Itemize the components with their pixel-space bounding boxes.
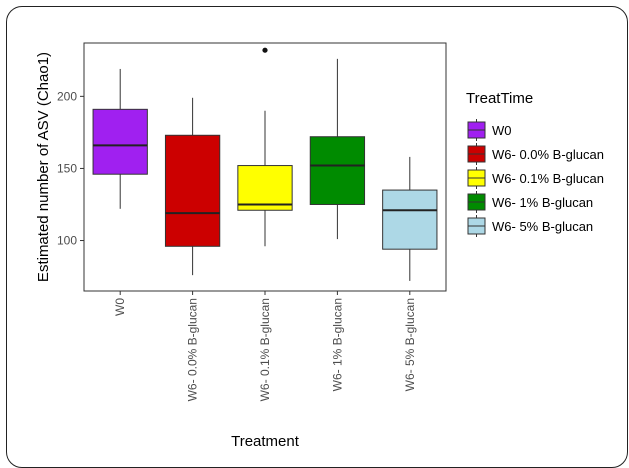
box-3 xyxy=(309,58,366,240)
x-tick-label: W6- 0.1% B-glucan xyxy=(258,298,272,401)
box-4 xyxy=(382,156,438,281)
y-axis-title: Estimated number of ASV (Chao1) xyxy=(35,52,52,282)
chart: 100 150 200 W0 W6- 0.0% B-glucan W6- 0.1% B-… xyxy=(35,42,604,448)
legend-item-2: W6- 0.1% B-glucan xyxy=(467,167,604,189)
outlier-point xyxy=(262,47,268,53)
x-tick-label: W0 xyxy=(113,298,127,316)
y-axis: 100 150 200 xyxy=(57,89,84,248)
legend-items: W0 W6- 0.0% B-glucan W6- 0.1% B-glucan W6- … xyxy=(467,119,604,237)
box-0 xyxy=(92,68,148,209)
legend-label: W6- 0.1% B-glucan xyxy=(492,171,604,186)
legend-label: W0 xyxy=(492,123,512,138)
box-rect xyxy=(237,165,293,211)
legend-item-4: W6- 5% B-glucan xyxy=(467,215,593,237)
legend-item-1: W6- 0.0% B-glucan xyxy=(467,143,604,165)
y-tick-label: 150 xyxy=(57,161,77,175)
x-tick-label: W6- 1% B-glucan xyxy=(330,298,344,391)
legend-label: W6- 1% B-glucan xyxy=(492,195,593,210)
boxes-layer xyxy=(92,47,438,281)
x-axis: W0 W6- 0.0% B-glucan W6- 0.1% B-glucan W6- … xyxy=(113,291,417,401)
box-rect xyxy=(164,134,221,247)
x-tick-label: W6- 0.0% B-glucan xyxy=(186,298,200,401)
legend-label: W6- 5% B-glucan xyxy=(492,219,593,234)
legend-item-3: W6- 1% B-glucan xyxy=(467,191,593,213)
x-axis-title: Treatment xyxy=(231,433,300,448)
box-rect xyxy=(309,136,366,205)
box-rect xyxy=(92,108,148,175)
legend: TreatTime W0 W6- 0.0% B-glucan W6- 0.1% B-… xyxy=(466,90,604,237)
box-1 xyxy=(164,97,221,276)
legend-item-0: W0 xyxy=(467,119,512,141)
box-rect xyxy=(382,189,438,250)
legend-label: W6- 0.0% B-glucan xyxy=(492,147,604,162)
legend-title: TreatTime xyxy=(466,90,533,107)
y-tick-label: 200 xyxy=(57,89,77,103)
box-2 xyxy=(237,47,293,247)
x-tick-label: W6- 5% B-glucan xyxy=(403,298,417,391)
y-tick-label: 100 xyxy=(57,234,77,248)
